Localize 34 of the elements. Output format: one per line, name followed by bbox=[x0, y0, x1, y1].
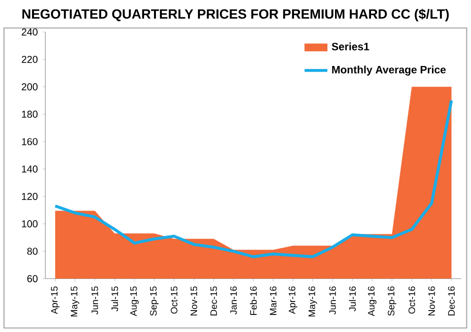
y-tick-label: 60 bbox=[27, 275, 38, 282]
y-tick-label: 80 bbox=[27, 248, 38, 255]
y-tick-label: 200 bbox=[22, 83, 38, 90]
x-tick-label: Oct-15 bbox=[170, 286, 178, 314]
x-tick-label: Oct-16 bbox=[408, 286, 416, 314]
x-tick-label: Dec-15 bbox=[210, 286, 217, 316]
x-tick-label: Sep-16 bbox=[388, 286, 396, 316]
legend-label: Monthly Average Price bbox=[332, 66, 446, 76]
x-tick-label: Aug-15 bbox=[130, 286, 139, 316]
x-tick-label: Feb-16 bbox=[250, 286, 257, 315]
x-tick-label: Apr-16 bbox=[288, 286, 298, 314]
y-tick-label: 120 bbox=[22, 192, 38, 200]
x-tick-label: Jan-16 bbox=[230, 286, 237, 314]
y-tick-label: 140 bbox=[22, 165, 38, 173]
x-tick-label: Jul-16 bbox=[348, 286, 356, 312]
x-tick-label: Nov-15 bbox=[190, 286, 198, 316]
legend-label: Series1 bbox=[332, 42, 370, 50]
x-tick-label: Nov-16 bbox=[428, 286, 435, 316]
y-tick-label: 100 bbox=[22, 220, 38, 228]
y-tick-label: 240 bbox=[22, 28, 38, 36]
x-tick-label: Jun-16 bbox=[329, 286, 336, 314]
x-tick-label: Mar-16 bbox=[270, 286, 276, 315]
x-tick-label: Jul-15 bbox=[111, 286, 118, 312]
y-tick-label: 220 bbox=[22, 56, 38, 63]
x-tick-label: Aug-16 bbox=[368, 286, 376, 316]
y-tick-label: 160 bbox=[22, 138, 38, 146]
x-tick-label: Apr-15 bbox=[51, 286, 60, 314]
x-tick-label: Jun-15 bbox=[92, 286, 98, 314]
x-tick-label: May-15 bbox=[70, 286, 80, 316]
x-tick-label: May-16 bbox=[308, 286, 317, 316]
chart-title: NEGOTIATED QUARTERLY PRICES FOR PREMIUM HARD CC ($/LT) bbox=[22, 8, 449, 22]
y-tick-label: 180 bbox=[22, 110, 38, 118]
x-tick-label: Dec-16 bbox=[448, 286, 455, 316]
x-tick-label: Sep-15 bbox=[150, 286, 159, 316]
